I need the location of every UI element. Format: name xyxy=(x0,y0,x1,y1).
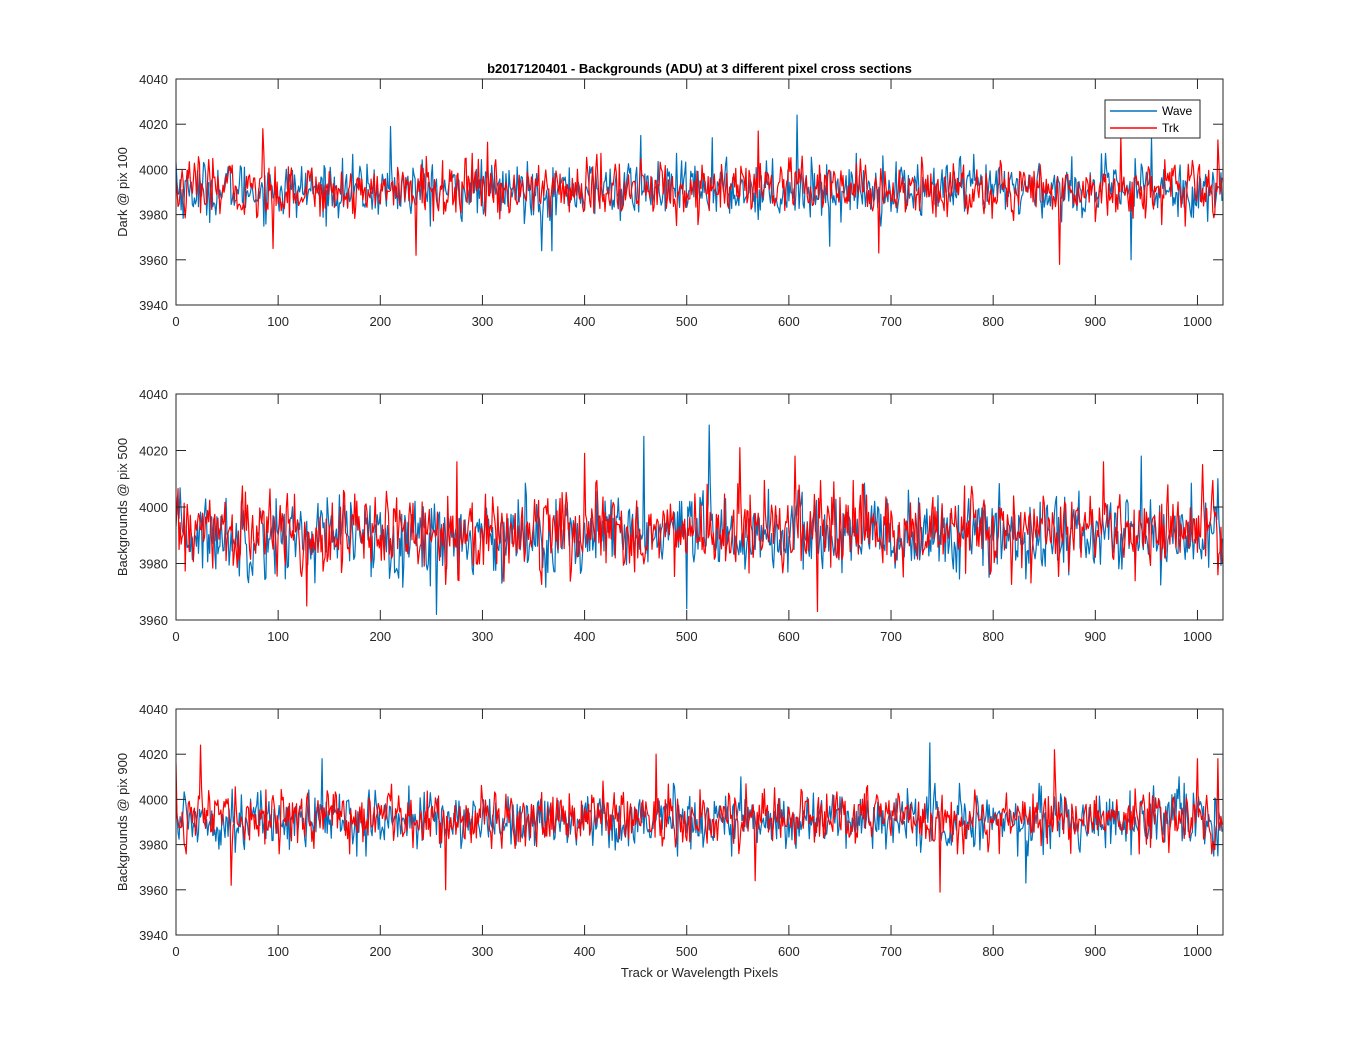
legend-box xyxy=(1104,99,1201,139)
x-tick-label: 600 xyxy=(778,629,800,644)
x-tick-label: 700 xyxy=(880,314,902,329)
x-tick-label: 200 xyxy=(369,944,391,959)
y-tick-label: 4000 xyxy=(139,500,168,515)
x-tick-label: 500 xyxy=(676,314,698,329)
y-tick-label: 3960 xyxy=(139,883,168,898)
y-tick-label: 4040 xyxy=(139,387,168,402)
y-tick-label: 3980 xyxy=(139,208,168,223)
x-tick-label: 500 xyxy=(676,629,698,644)
y-tick-label: 4040 xyxy=(139,702,168,717)
x-tick-label: 600 xyxy=(778,314,800,329)
x-tick-label: 200 xyxy=(369,629,391,644)
y-tick-label: 4020 xyxy=(139,117,168,132)
x-tick-label: 300 xyxy=(472,944,494,959)
x-tick-label: 900 xyxy=(1084,944,1106,959)
x-tick-label: 0 xyxy=(172,314,179,329)
x-tick-label: 1000 xyxy=(1183,314,1212,329)
x-tick-label: 700 xyxy=(880,629,902,644)
legend-label-trk: Trk xyxy=(1162,121,1180,135)
chart-title: b2017120401 - Backgrounds (ADU) at 3 dif… xyxy=(487,61,912,76)
y-tick-label: 3980 xyxy=(139,838,168,853)
x-tick-label: 400 xyxy=(574,629,596,644)
series-line-wave xyxy=(176,114,1223,261)
y-tick-label: 4000 xyxy=(139,162,168,177)
y-axis-label: Backgrounds @ pix 500 xyxy=(115,438,130,576)
y-tick-label: 4020 xyxy=(139,444,168,459)
x-tick-label: 400 xyxy=(574,944,596,959)
y-tick-label: 3980 xyxy=(139,557,168,572)
y-tick-label: 3940 xyxy=(139,928,168,943)
y-axis-label: Backgrounds @ pix 900 xyxy=(115,753,130,891)
x-tick-label: 100 xyxy=(267,314,289,329)
x-tick-label: 600 xyxy=(778,944,800,959)
x-tick-label: 0 xyxy=(172,944,179,959)
legend: Wave Trk xyxy=(1104,99,1201,139)
x-axis-label: Track or Wavelength Pixels xyxy=(621,965,779,980)
series-line-trk xyxy=(176,744,1223,893)
legend-label-wave: Wave xyxy=(1162,104,1193,118)
axes-frame xyxy=(175,78,1224,306)
subplot-3: 0 100 200 300 400 500 600 700 800 900 1000 3940 3960… xyxy=(115,702,1224,980)
x-tick-label: 100 xyxy=(267,629,289,644)
series-line-wave xyxy=(176,424,1223,615)
subplot-2: 0 100 200 300 400 500 600 700 800 900 1000 3960 3980… xyxy=(115,387,1224,644)
x-tick-label: 800 xyxy=(982,314,1004,329)
y-tick-label: 4040 xyxy=(139,72,168,87)
y-axis-label: Dark @ pix 100 xyxy=(115,147,130,237)
x-tick-label: 300 xyxy=(472,314,494,329)
x-tick-label: 500 xyxy=(676,944,698,959)
series-line-trk xyxy=(176,128,1223,265)
x-tick-label: 800 xyxy=(982,944,1004,959)
x-tick-label: 0 xyxy=(172,629,179,644)
x-tick-label: 300 xyxy=(472,629,494,644)
y-tick-label: 3960 xyxy=(139,253,168,268)
y-tick-label: 4020 xyxy=(139,747,168,762)
x-tick-label: 900 xyxy=(1084,629,1106,644)
x-tick-label: 1000 xyxy=(1183,944,1212,959)
x-tick-label: 1000 xyxy=(1183,629,1212,644)
x-tick-label: 100 xyxy=(267,944,289,959)
axes-frame xyxy=(175,708,1224,936)
series-line-trk xyxy=(176,447,1223,613)
x-tick-label: 900 xyxy=(1084,314,1106,329)
x-tick-label: 200 xyxy=(369,314,391,329)
y-tick-label: 3940 xyxy=(139,298,168,313)
x-tick-label: 800 xyxy=(982,629,1004,644)
subplot-1: 0 100 200 300 400 500 600 700 800 900 1000 3940 3960… xyxy=(115,61,1224,329)
y-tick-label: 4000 xyxy=(139,792,168,807)
x-tick-label: 400 xyxy=(574,314,596,329)
y-tick-label: 3960 xyxy=(139,613,168,628)
x-tick-label: 700 xyxy=(880,944,902,959)
